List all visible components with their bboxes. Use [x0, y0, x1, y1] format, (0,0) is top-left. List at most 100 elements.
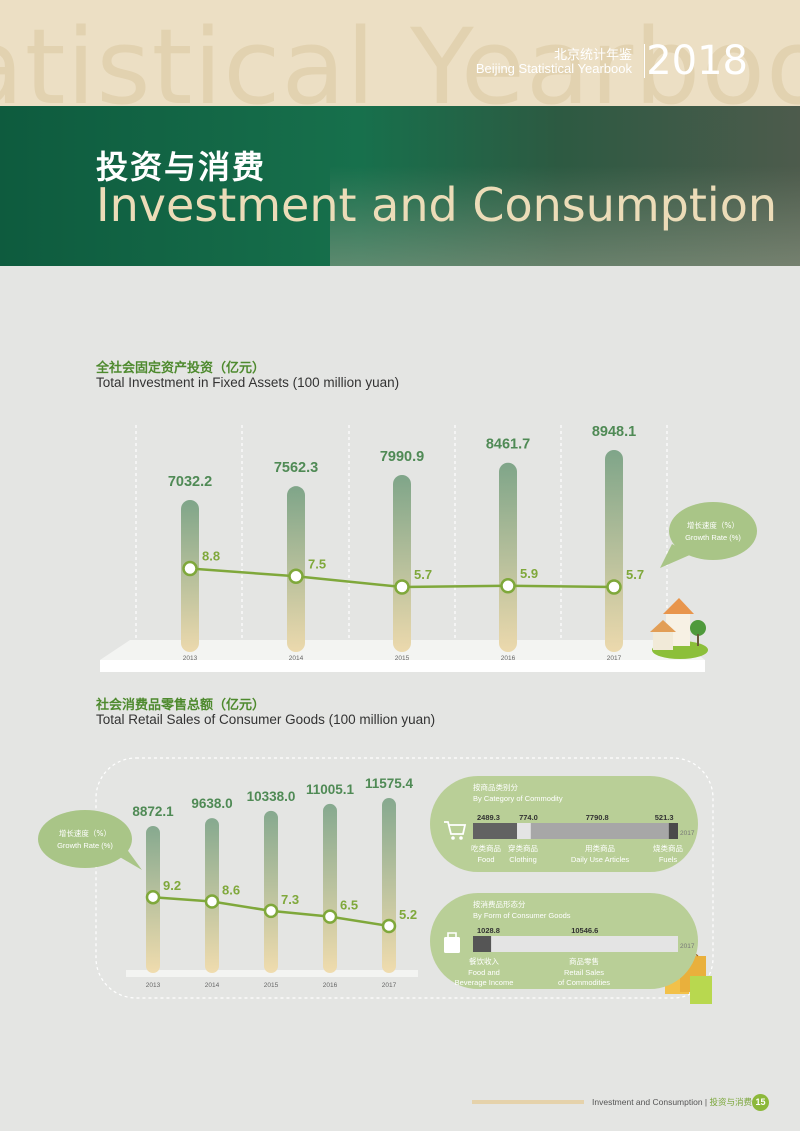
chapter-title-cn: 投资与消费 [96, 148, 267, 186]
chart2-title-en: Total Retail Sales of Consumer Goods (10… [96, 712, 436, 727]
chart1-growth-bubble: 增长速度（%） Growth Rate (%) [660, 502, 757, 568]
chart2-growth-point [322, 909, 338, 924]
form-panel-title-cn: 按消费品形态分 [473, 899, 526, 909]
chart2-x-tick-label: 2014 [205, 982, 220, 989]
chart1-value-label: 7032.2 [168, 474, 212, 490]
chart2-value-label: 11575.4 [365, 776, 414, 791]
chart1-bar [605, 449, 623, 652]
form-panel-segment-label-cn: 餐饮收入 [469, 956, 499, 966]
chart2-growth-label: 6.5 [340, 898, 358, 913]
chart2-growth-bubble: 增长速度（%） Growth Rate (%) [38, 810, 142, 870]
form-panel-segment [473, 936, 492, 952]
chart2-growth-point [145, 889, 161, 905]
chart2-bar [323, 803, 337, 973]
commodity-panel-segment [668, 823, 678, 839]
commodity-panel-segment-label-en: Clothing [509, 855, 537, 864]
chart1-growth-point [182, 560, 198, 577]
chart2-x-tick-label: 2013 [146, 982, 161, 989]
commodity-panel-segment-value: 2489.3 [477, 813, 500, 822]
commodity-panel-segment-label-cn: 穿类商品 [508, 843, 538, 853]
chart1-x-tick-label: 2015 [395, 655, 410, 662]
form-panel: 按消费品形态分 By Form of Consumer Goods 1028.8 餐饮… [430, 893, 698, 989]
chart1-value-label: 7562.3 [274, 460, 318, 476]
form-panel-segment-label-en: Food and [468, 968, 500, 977]
commodity-panel-year: 2017 [680, 830, 695, 837]
chart1-growth-bubble-label-en: Growth Rate (%) [685, 533, 741, 542]
chart1-value-label: 8461.7 [486, 437, 530, 453]
form-panel-segment-label-en: Beverage Income [455, 978, 514, 987]
chart1-growth-label: 7.5 [308, 556, 326, 571]
yearbook-year: 2018 [646, 38, 748, 84]
cart-wheel [459, 836, 463, 840]
chart2-growth-label: 5.2 [399, 907, 417, 922]
commodity-panel-segment [473, 823, 518, 839]
commodity-panel-segment-label-en: Daily Use Articles [571, 855, 630, 864]
form-panel-year: 2017 [680, 943, 695, 950]
tree-icon [690, 620, 706, 636]
commodity-panel-segment [530, 823, 669, 839]
chart1-growth-bubble-tail [660, 544, 692, 568]
house-roof [663, 598, 694, 614]
house-roof-2 [650, 620, 676, 632]
chart1-value-label: 7990.9 [380, 449, 424, 465]
form-panel-segment-value: 1028.8 [477, 926, 500, 935]
commodity-panel-segment-value: 7790.8 [586, 813, 609, 822]
house-illustration [650, 598, 708, 659]
chart1-growth-point [606, 579, 622, 595]
header-watermark: atistical Yearbook [0, 6, 800, 106]
chart2-bar [382, 798, 396, 973]
page-number: 15 [752, 1094, 769, 1111]
chart2-title-cn: 社会消费品零售总额（亿元） [96, 698, 266, 713]
footer-label: Investment and Consumption | 投资与消费 [592, 1097, 753, 1107]
cart-wheel [451, 836, 455, 840]
chart2-x-tick-label: 2016 [323, 982, 338, 989]
chart2-x-tick-label: 2017 [382, 982, 397, 989]
footer-accent-bar [472, 1100, 584, 1104]
shopping-bag-handle [447, 932, 457, 937]
chart1-growth-label: 8.8 [202, 549, 220, 564]
chart2-growth-label: 8.6 [222, 883, 240, 898]
form-panel-segment-label-cn: 商品零售 [569, 956, 599, 966]
chart2-growth-bubble-shape [38, 810, 132, 868]
chart2-value-label: 10338.0 [247, 789, 296, 804]
banner-cityscape [330, 166, 800, 266]
chart2-bar [264, 810, 278, 973]
bag-icon [690, 976, 712, 1004]
chart2-dashed-frame [95, 757, 714, 999]
commodity-panel: 按商品类别分 By Category of Commodity 2489.3 吃类商品… [430, 776, 698, 872]
chart2-platform [126, 970, 418, 977]
chart2-growth-point [381, 918, 397, 934]
chart2-x-tick-label: 2015 [264, 982, 279, 989]
commodity-panel-title-en: By Category of Commodity [473, 794, 563, 803]
chart1-growth-bubble-shape [669, 502, 757, 560]
chart2-growth-bubble-label-en: Growth Rate (%) [57, 841, 113, 850]
commodity-panel-segment-value: 521.3 [655, 813, 674, 822]
form-panel-segment-value: 10546.6 [571, 926, 598, 935]
chapter-banner [0, 106, 800, 266]
chart2-growth-point [204, 894, 220, 909]
shopping-cart-icon [444, 821, 467, 835]
commodity-panel-segment-label-en: Fuels [659, 855, 678, 864]
footer-label-cn: 投资与消费 [709, 1097, 753, 1107]
chart2-growth-label: 7.3 [281, 892, 299, 907]
commodity-panel-segment-label-cn: 吃类商品 [471, 843, 501, 853]
chart1-growth-bubble-label-cn: 增长速度（%） [687, 520, 739, 530]
form-panel-segment-label-en: Retail Sales [564, 968, 604, 977]
chart2-value-label: 9638.0 [191, 796, 232, 811]
form-panel-title-en: By Form of Consumer Goods [473, 911, 571, 920]
chart1-growth-point [288, 568, 304, 585]
commodity-panel-title-cn: 按商品类别分 [473, 782, 518, 792]
chart2-growth-point [263, 903, 279, 919]
chart1-growth-label: 5.9 [520, 566, 538, 581]
form-panel-segment-label-en: of Commodities [558, 978, 610, 987]
chart1-x-tick-label: 2016 [501, 655, 516, 662]
shopping-bag-icon [444, 937, 460, 953]
chart1-title-en: Total Investment in Fixed Assets (100 mi… [96, 375, 400, 390]
yearbook-title-en: Beijing Statistical Yearbook [475, 61, 632, 76]
tree-trunk [697, 634, 699, 646]
chart1-growth-point [500, 578, 516, 594]
header-band: atistical Yearbook 北京统计年鉴 Beijing Statis… [0, 0, 800, 106]
chart2-value-label: 8872.1 [132, 804, 174, 819]
chart1-x-tick-label: 2014 [289, 655, 304, 662]
form-panel-segment [491, 936, 678, 952]
